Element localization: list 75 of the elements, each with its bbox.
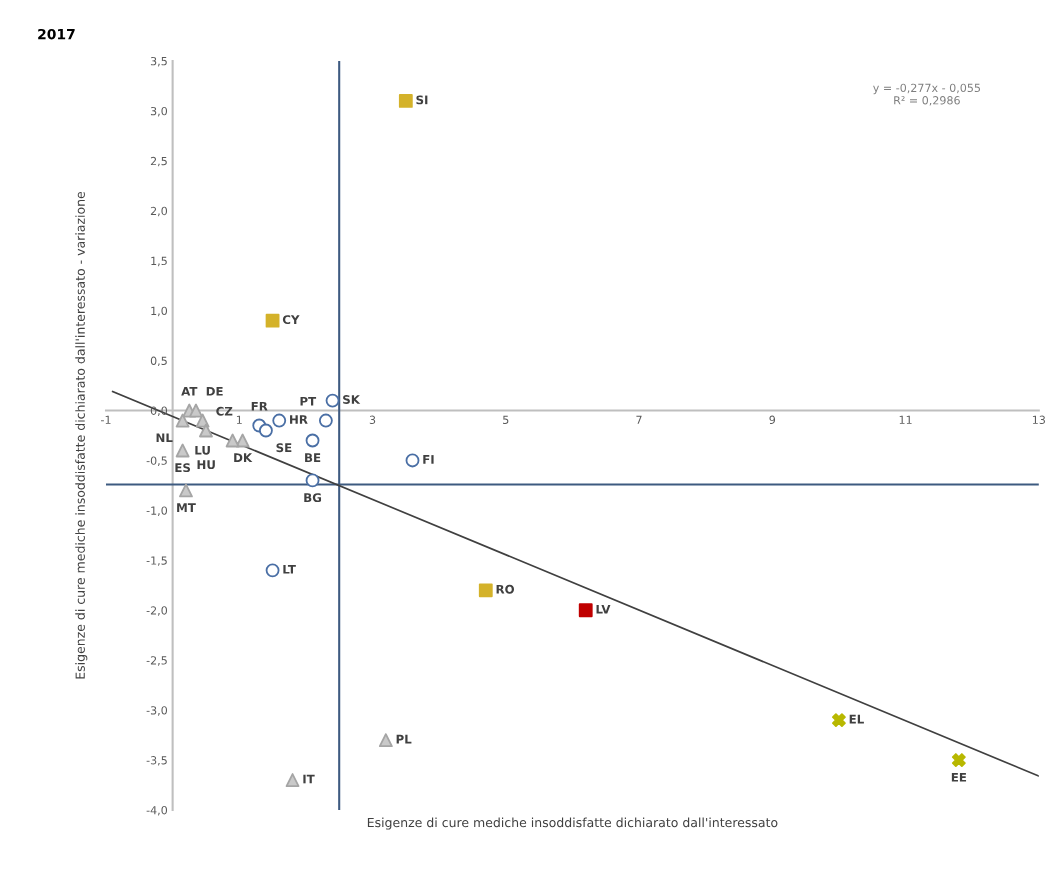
annotation: MT [177, 503, 196, 512]
annotation: BG [304, 493, 322, 503]
point [398, 94, 413, 108]
y-tick-label: 2,5 [150, 156, 167, 167]
y-tick-label: 3,0 [150, 106, 168, 117]
annotation: DK [234, 453, 253, 462]
x-tick-label: 13 [1032, 415, 1045, 424]
annotation: NL [156, 433, 173, 442]
y-tick-label: -4,0 [146, 806, 168, 816]
point [225, 433, 240, 448]
annotation: EE [951, 772, 967, 782]
y-tick-label: -1,0 [146, 506, 168, 516]
point [265, 313, 280, 328]
annotation: RO [496, 584, 515, 594]
point [189, 403, 203, 418]
annotation: y = -0,277x - 0,055 R² = 0,2986 [873, 83, 981, 106]
annotation: BE [305, 453, 321, 462]
y-tick-label: 1,0 [151, 306, 168, 317]
y-tick-label: -3,5 [146, 756, 167, 766]
annotation: FI [423, 455, 434, 464]
y-tick-label: 2,0 [150, 206, 168, 217]
point [175, 443, 190, 458]
point [478, 583, 493, 598]
annotation: HR [290, 415, 308, 424]
annotation: CZ [216, 406, 233, 416]
point [272, 413, 287, 428]
annotation: CY [282, 315, 300, 325]
point [199, 423, 213, 438]
y-tick-label: 1,5 [151, 256, 167, 267]
point [175, 413, 190, 428]
point [305, 433, 320, 448]
x-tick-label: -1 [101, 415, 111, 424]
annotation: PT [300, 396, 317, 406]
point [305, 473, 320, 488]
chart-title: 2017 [38, 28, 75, 40]
y-tick-label: -0,5 [146, 456, 167, 466]
annotation: SK [343, 395, 361, 404]
x-tick-label: 5 [503, 415, 509, 424]
y-tick-label: 3,5 [150, 56, 167, 67]
annotation: SE [276, 443, 292, 453]
annotation: LT [283, 564, 296, 574]
point [179, 483, 193, 498]
x-tick-label: 9 [769, 415, 776, 424]
annotation: FR [251, 401, 268, 411]
annotation: SI [416, 95, 428, 105]
annotation: IT [303, 774, 315, 784]
point [258, 423, 273, 438]
point [325, 393, 340, 408]
annotation: DE [206, 386, 223, 396]
annotation: HU [197, 460, 215, 470]
x-tick-label: 11 [899, 415, 912, 424]
point [285, 773, 300, 787]
point [951, 753, 966, 768]
annotation: LU [195, 445, 210, 455]
y-tick-label: 0,5 [150, 356, 167, 367]
point [378, 733, 393, 748]
annotation: LV [596, 604, 611, 614]
y-tick-label: -1,5 [146, 556, 167, 566]
annotation: PL [396, 734, 412, 744]
y-tick-label: -2,5 [146, 656, 167, 666]
point [831, 713, 846, 728]
annotation: ES [175, 463, 191, 473]
point [578, 603, 593, 618]
y-tick-label: -3,0 [146, 706, 168, 716]
x-tick-label: 3 [369, 415, 376, 424]
annotation: EL [849, 714, 864, 724]
y-axis-title: Esigenze di cure mediche insoddisfatte dichiarato dall'interessato - variazione [75, 191, 88, 679]
point [265, 563, 280, 578]
annotation: AT [181, 386, 198, 396]
point [405, 453, 420, 468]
x-axis-title: Esigenze di cure mediche insoddisfatte dichiarato dall'interessato [367, 817, 778, 830]
x-tick-label: 1 [236, 415, 242, 424]
point [318, 413, 333, 428]
y-tick-label: -2,0 [146, 606, 168, 616]
x-tick-label: 7 [636, 415, 642, 424]
